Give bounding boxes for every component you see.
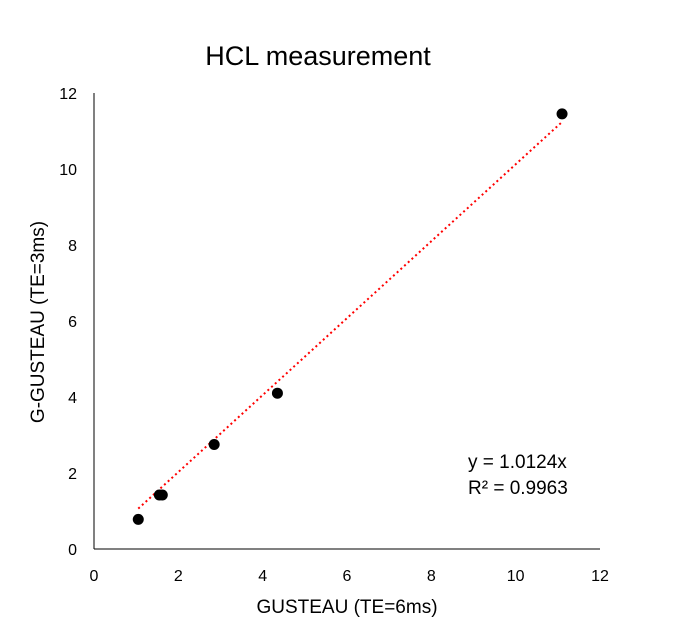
data-point	[271, 387, 283, 399]
x-tick-label: 12	[591, 568, 609, 585]
data-point	[556, 108, 568, 120]
y-axis-title: G-GUSTEAU (TE=3ms)	[28, 221, 49, 423]
x-tick-label: 6	[343, 568, 352, 585]
x-axis-title: GUSTEAU (TE=6ms)	[256, 597, 437, 618]
data-point	[156, 489, 168, 501]
x-tick-label: 8	[427, 568, 436, 585]
y-tick-label: 0	[68, 542, 77, 559]
y-tick-label: 10	[59, 162, 77, 179]
trendline	[137, 121, 563, 510]
x-tick-label: 4	[258, 568, 267, 585]
y-tick-label: 8	[68, 238, 77, 255]
x-tick-label: 0	[90, 568, 99, 585]
x-tick-labels: 0 2 4 6 8 10 12	[90, 568, 609, 585]
trendline-r-squared: R² = 0.9963	[468, 478, 568, 499]
y-tick-labels: 0 2 4 6 8 10 12	[59, 86, 77, 559]
x-tick-label: 10	[507, 568, 525, 585]
axes	[93, 93, 600, 550]
chart-title: HCL measurement	[205, 41, 431, 71]
data-point	[208, 439, 220, 450]
x-tick-label: 2	[174, 568, 183, 585]
data-point	[132, 513, 144, 525]
y-tick-label: 6	[68, 314, 77, 331]
y-tick-label: 4	[68, 390, 77, 407]
trendline-line	[137, 121, 563, 510]
y-tick-label: 2	[68, 466, 77, 483]
y-tick-label: 12	[59, 86, 77, 103]
data-points	[132, 108, 568, 525]
trendline-equation: y = 1.0124x	[468, 452, 567, 473]
